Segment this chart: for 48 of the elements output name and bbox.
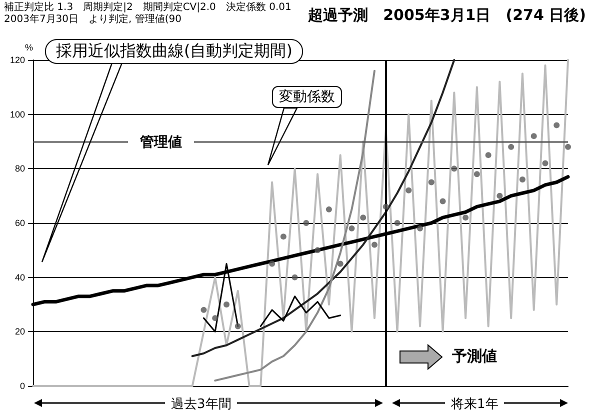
point: [314, 247, 321, 254]
y-tick-label: 0: [20, 381, 25, 391]
y-tick-label: 40: [14, 272, 25, 282]
point: [496, 192, 503, 199]
annotation: 予測値: [452, 347, 497, 366]
line-series: [214, 70, 376, 382]
point: [292, 274, 298, 280]
point: [326, 206, 332, 212]
chart-subtitle: 補正判定比 1.3 周期判定|2 期間判定CV|2.0 決定係数 0.01 2003年7月30日 より判定, 管理値(90: [4, 2, 292, 26]
point: [382, 204, 389, 210]
y-tick-label: 60: [14, 218, 25, 228]
point: [224, 302, 230, 308]
point: [371, 242, 378, 248]
point: [280, 234, 286, 240]
y-tick-label: 20: [14, 326, 25, 337]
point: [440, 198, 446, 204]
text: 将来1年: [445, 395, 504, 412]
point: [348, 225, 355, 232]
point: [337, 260, 344, 267]
point: [303, 220, 310, 226]
point: [462, 214, 469, 221]
text: 採用近似指数曲線(自動判定期間): [45, 39, 304, 64]
y-tick-label: 80: [14, 164, 25, 174]
point: [269, 260, 276, 267]
y-axis-title: %: [24, 42, 33, 52]
point: [485, 152, 492, 158]
point: [474, 171, 480, 178]
chart-title: 超過予測 2005年3月1日 (274 日後): [308, 6, 586, 25]
point: [542, 160, 548, 166]
point: [406, 187, 412, 194]
y-tick-label: 100: [10, 109, 25, 120]
point: [417, 225, 424, 232]
point: [212, 315, 218, 322]
point: [200, 306, 207, 313]
point: [554, 122, 560, 128]
annotation: 変動係数: [272, 86, 342, 108]
point: [519, 176, 526, 183]
point: [428, 179, 434, 186]
point: [565, 144, 571, 150]
point: [234, 323, 241, 330]
text: 過去3年間: [165, 395, 238, 412]
point: [451, 166, 458, 172]
y-tick-label: 120: [10, 55, 25, 65]
point: [530, 133, 537, 140]
ref-line-label: 管理値: [139, 134, 182, 150]
point: [360, 214, 366, 221]
point: [508, 144, 514, 150]
point: [394, 220, 400, 226]
